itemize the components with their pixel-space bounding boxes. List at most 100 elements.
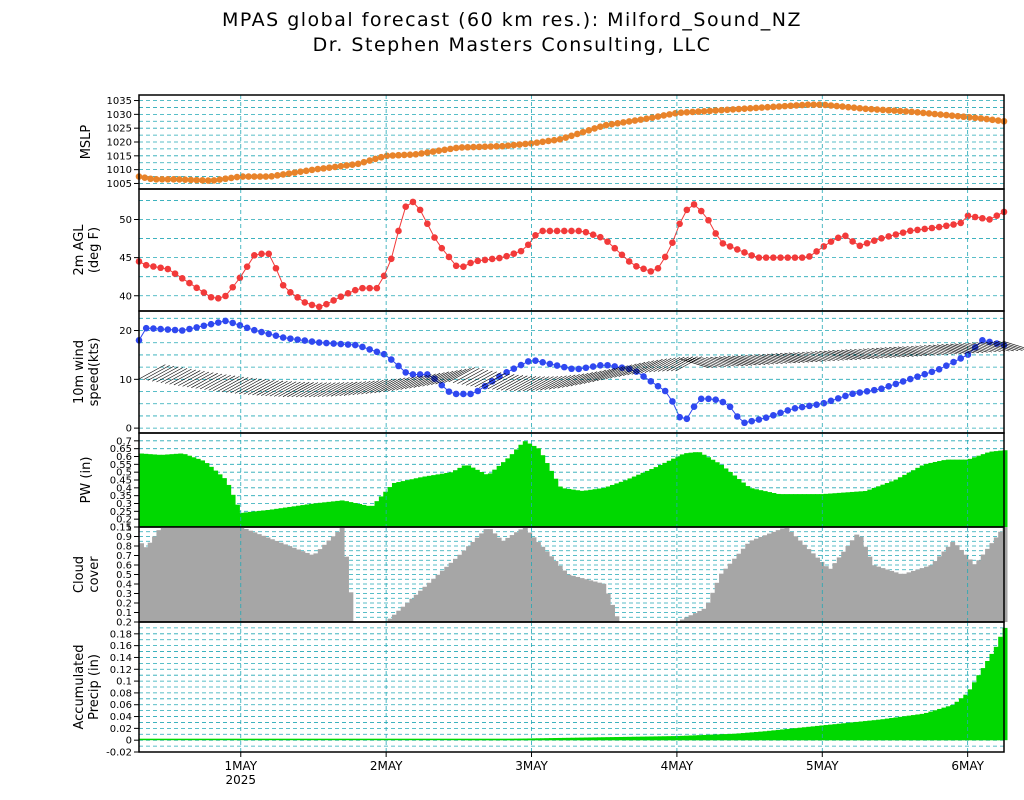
bar xyxy=(697,452,703,527)
y-tick-label: 1 xyxy=(126,523,132,534)
bar xyxy=(893,717,899,741)
bar xyxy=(644,736,650,741)
data-point xyxy=(164,265,172,273)
wind-barb xyxy=(404,374,432,390)
data-point xyxy=(337,340,345,348)
bar xyxy=(470,467,476,527)
data-point xyxy=(842,392,849,400)
bar xyxy=(688,452,694,527)
bar xyxy=(396,610,402,622)
data-point xyxy=(424,220,431,228)
y-tick-label: 0.35 xyxy=(110,491,132,502)
y-tick-label: 1005 xyxy=(107,179,132,190)
bar xyxy=(566,488,572,527)
bar xyxy=(636,736,642,741)
data-point xyxy=(517,247,525,255)
data-point xyxy=(539,358,546,366)
y-axis-label: 2m AGL xyxy=(72,224,87,276)
bar xyxy=(780,494,786,527)
bar xyxy=(505,458,511,527)
data-point xyxy=(892,231,900,238)
wind-barb xyxy=(448,367,476,383)
bar xyxy=(322,502,328,527)
data-point xyxy=(611,244,619,252)
data-point xyxy=(279,334,287,341)
chart-title: MPAS global forecast (60 km res.): Milfo… xyxy=(221,9,802,31)
data-point xyxy=(957,219,965,227)
data-point xyxy=(308,338,316,345)
data-point xyxy=(746,105,754,112)
bar xyxy=(719,734,725,741)
wind-barb xyxy=(474,372,502,388)
bar xyxy=(679,619,685,622)
data-point xyxy=(546,360,554,368)
bar xyxy=(165,454,171,527)
wind-barb xyxy=(971,342,1001,352)
bar xyxy=(740,733,746,741)
bar xyxy=(435,574,441,622)
bar xyxy=(675,736,681,741)
data-point xyxy=(214,295,222,302)
bar xyxy=(985,548,991,622)
bar xyxy=(418,477,424,527)
bar xyxy=(426,582,432,622)
data-point xyxy=(700,107,708,115)
bar xyxy=(679,735,685,741)
bar xyxy=(924,463,930,527)
bar xyxy=(915,714,921,741)
bar xyxy=(500,540,506,622)
data-point xyxy=(412,151,420,158)
data-point xyxy=(834,395,842,402)
bar xyxy=(474,469,480,527)
bar xyxy=(221,527,227,622)
data-point xyxy=(821,101,829,109)
wind-barb xyxy=(535,375,563,391)
wind-barb xyxy=(601,365,628,381)
bar xyxy=(972,457,977,527)
bar xyxy=(200,527,206,622)
wind-barb xyxy=(806,351,836,362)
data-point xyxy=(954,112,962,120)
wind-barb xyxy=(287,382,314,398)
data-point xyxy=(633,263,640,270)
bar xyxy=(243,512,249,527)
bar xyxy=(483,529,489,622)
data-point xyxy=(416,206,424,214)
data-point xyxy=(677,109,685,117)
data-point xyxy=(935,365,943,373)
wind-barb xyxy=(714,356,744,367)
data-point xyxy=(445,253,453,261)
bar xyxy=(788,494,794,527)
wind-barb xyxy=(697,357,727,368)
data-point xyxy=(265,330,273,338)
bar xyxy=(479,472,485,527)
bar xyxy=(841,723,847,741)
bar xyxy=(575,490,581,527)
bar xyxy=(836,723,842,741)
data-point xyxy=(885,383,892,390)
data-point xyxy=(193,176,200,184)
bar xyxy=(705,734,711,741)
bar xyxy=(849,491,855,527)
bar xyxy=(815,494,820,527)
bar xyxy=(915,569,921,622)
wind-barb xyxy=(391,376,419,391)
data-point xyxy=(383,152,391,160)
bar xyxy=(889,570,895,622)
bar xyxy=(291,506,297,527)
bar xyxy=(862,546,868,622)
bar xyxy=(339,527,345,622)
data-point xyxy=(560,227,568,235)
data-point xyxy=(914,226,921,234)
data-point xyxy=(314,165,322,173)
bar xyxy=(849,722,855,741)
data-point xyxy=(204,177,212,184)
bar xyxy=(592,489,598,527)
data-point xyxy=(752,104,760,112)
data-point xyxy=(625,118,633,125)
wind-barb xyxy=(583,368,611,384)
data-point xyxy=(575,365,583,373)
wind-barb xyxy=(282,382,310,397)
wind-barb xyxy=(958,343,988,353)
wind-barb xyxy=(387,376,415,392)
